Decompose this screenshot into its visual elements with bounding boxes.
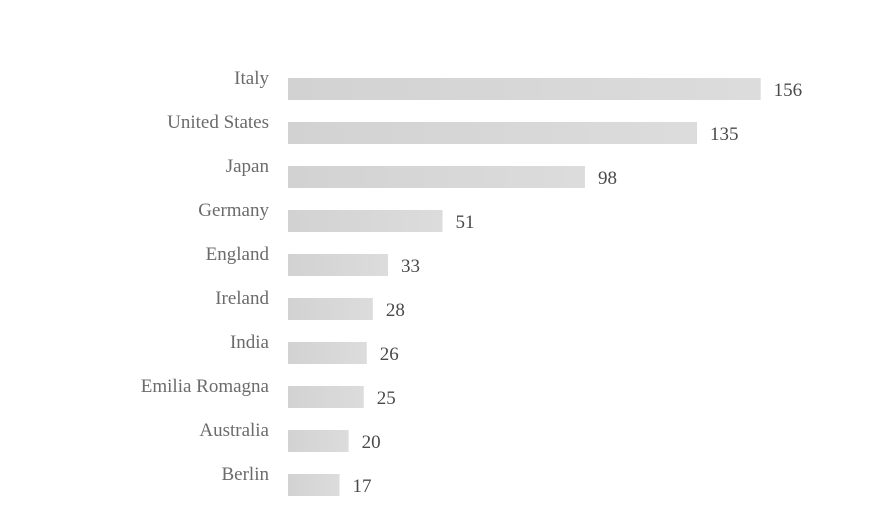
value-label-england: 33 (401, 256, 420, 277)
value-label-berlin: 17 (353, 476, 372, 497)
value-label-united-states: 135 (710, 124, 739, 145)
bar-japan (288, 166, 585, 188)
category-labels: Italy United States Japan Germany England Ire… (141, 68, 270, 485)
value-label-india: 26 (380, 344, 399, 365)
value-label-emilia-romagna: 25 (377, 388, 396, 409)
category-label-ireland: Ireland (215, 288, 269, 309)
bar-italy (288, 78, 761, 100)
category-label-england: England (206, 244, 270, 265)
category-label-germany: Germany (198, 200, 269, 221)
category-label-berlin: Berlin (222, 464, 270, 485)
value-label-italy: 156 (774, 80, 803, 101)
bar-india (288, 342, 367, 364)
bar-england (288, 254, 388, 276)
value-label-ireland: 28 (386, 300, 405, 321)
bar-united-states (288, 122, 698, 144)
category-label-emilia-romagna: Emilia Romagna (141, 376, 270, 397)
bar-ireland (288, 298, 373, 320)
value-label-japan: 98 (598, 168, 617, 189)
value-label-australia: 20 (362, 432, 381, 453)
category-label-india: India (230, 332, 270, 353)
category-label-italy: Italy (234, 68, 269, 89)
bar-emilia-romagna (288, 386, 364, 408)
category-label-united-states: United States (167, 112, 269, 133)
bars-layer (288, 78, 761, 496)
value-labels: 156 135 98 51 33 28 26 25 20 17 (353, 80, 803, 497)
bar-berlin (288, 474, 340, 496)
bar-germany (288, 210, 443, 232)
bar-australia (288, 430, 349, 452)
category-label-australia: Australia (199, 420, 269, 441)
value-label-germany: 51 (456, 212, 475, 233)
category-label-japan: Japan (226, 156, 270, 177)
